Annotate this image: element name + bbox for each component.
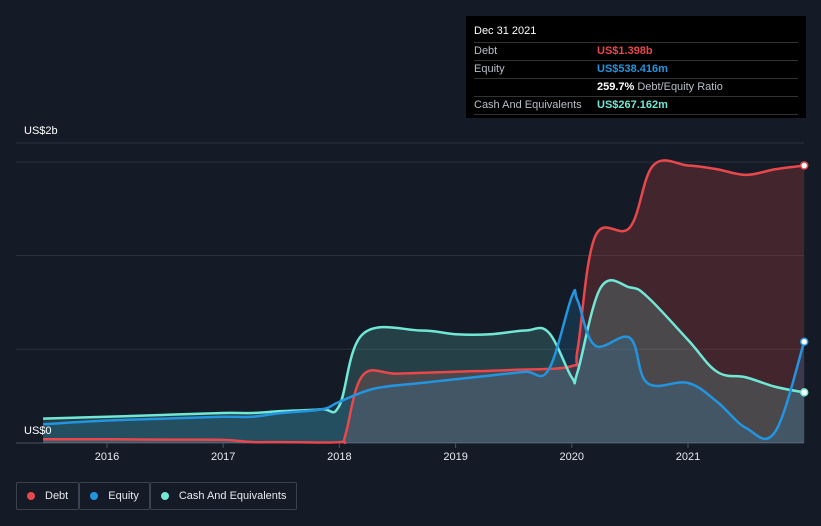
legend-item-cash[interactable]: Cash And Equivalents <box>149 482 298 510</box>
legend-item-equity[interactable]: Equity <box>79 482 150 510</box>
tooltip-equity-value: US$538.416m <box>597 63 668 75</box>
tooltip-cash-value: US$267.162m <box>597 99 668 111</box>
marker-debt <box>799 161 809 170</box>
chart-tooltip: Dec 31 2021 Debt US$1.398b Equity US$538… <box>466 16 806 118</box>
legend-cash-dot-icon <box>160 492 169 500</box>
area-cash-and-equivalents <box>43 280 805 443</box>
y-axis-zero-label: US$0 <box>24 425 52 437</box>
tooltip-debt-value: US$1.398b <box>597 45 653 57</box>
tooltip-debt-label: Debt <box>474 45 498 57</box>
hover-markers <box>799 161 809 397</box>
legend-equity-dot-icon <box>90 492 99 500</box>
line-cash-and-equivalents <box>43 279 805 420</box>
x-tick-label-2021: 2021 <box>675 451 701 463</box>
legend-equity-label: Equity <box>108 490 139 502</box>
tooltip-cash-label: Cash And Equivalents <box>474 99 582 111</box>
x-tick-label-2019: 2019 <box>443 451 468 463</box>
tooltip-row-ratio: 259.7% Debt/Equity Ratio <box>474 79 798 97</box>
line-debt <box>43 159 805 445</box>
tooltip-row-cash: Cash And Equivalents US$267.162m <box>474 97 798 115</box>
line-equity <box>43 288 806 441</box>
legend-item-debt[interactable]: Debt <box>16 482 80 510</box>
x-tick-label-2020: 2020 <box>559 451 585 463</box>
area-equity <box>43 290 805 443</box>
marker-equity <box>799 337 809 346</box>
chart-legend: Debt Equity Cash And Equivalents <box>16 482 298 510</box>
tooltip-row-debt: Debt US$1.398b <box>474 43 798 61</box>
tooltip-row-equity: Equity US$538.416m <box>474 61 798 79</box>
ratio-number: 259.7% <box>597 81 635 93</box>
x-tick-label-2016: 2016 <box>94 451 120 463</box>
legend-cash-label: Cash And Equivalents <box>178 490 287 502</box>
series-lines <box>43 159 806 445</box>
x-tick-label-2018: 2018 <box>327 451 352 463</box>
series-areas <box>43 160 805 444</box>
ratio-label: Debt/Equity Ratio <box>637 81 723 93</box>
marker-cash-and-equivalents <box>799 388 809 397</box>
tooltip-equity-label: Equity <box>474 63 505 75</box>
x-tick-label-2017: 2017 <box>210 451 236 463</box>
area-debt <box>43 160 805 444</box>
legend-debt-dot-icon <box>27 492 35 500</box>
legend-debt-label: Debt <box>45 490 69 502</box>
tooltip-ratio-value: 259.7% Debt/Equity Ratio <box>597 79 723 96</box>
tooltip-date: Dec 31 2021 <box>474 24 798 43</box>
y-axis-top-label: US$2b <box>24 125 58 137</box>
